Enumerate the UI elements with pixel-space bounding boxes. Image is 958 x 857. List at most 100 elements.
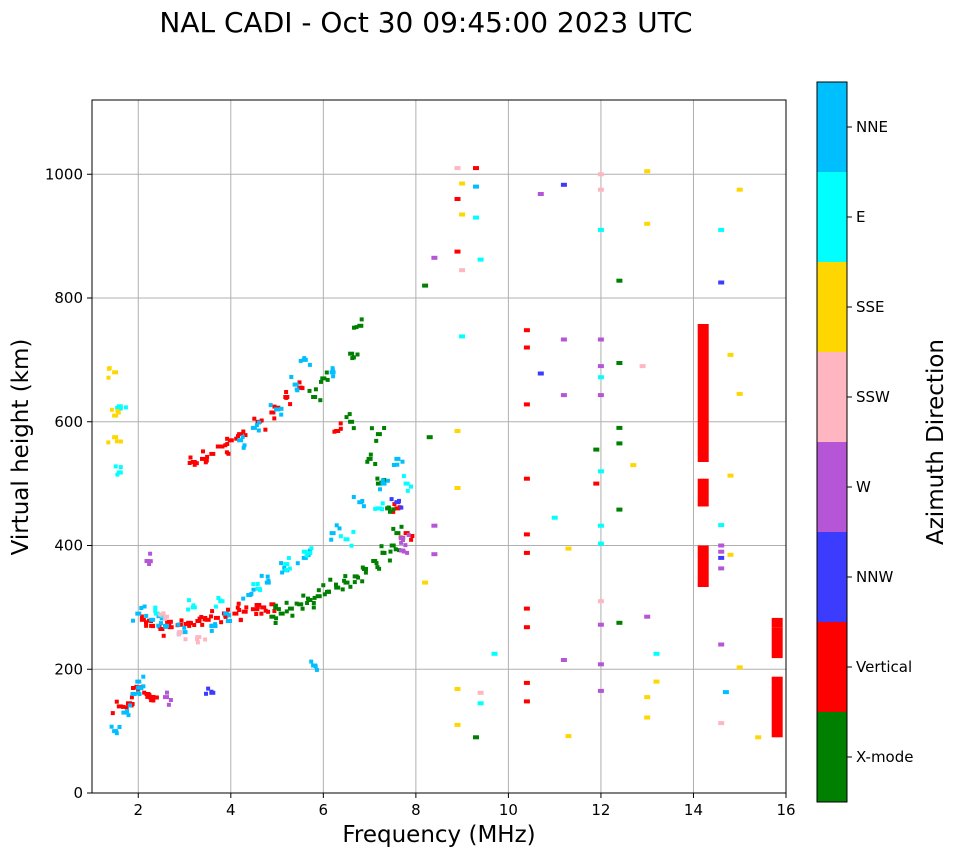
colorbar-swatch-ssw (817, 352, 847, 442)
ionogram-echo-vertical (192, 623, 197, 627)
ionogram-echo-w (405, 550, 410, 555)
ionogram-echo-nne (251, 587, 256, 592)
ionogram-echo-x-mode (348, 419, 355, 424)
ionogram-echo-vertical (142, 690, 147, 695)
ionogram-echo-nne (282, 565, 287, 570)
ionogram-echo-x-mode (388, 549, 393, 554)
ionogram-echo-w (718, 566, 725, 571)
ionogram-echo-e (308, 551, 313, 555)
ionogram-echo-x-mode (343, 580, 350, 585)
x-axis-label: Frequency (MHz) (342, 822, 535, 848)
ionogram-echo-nne (250, 425, 257, 430)
ionogram-echo-nne (126, 713, 131, 718)
colorbar-swatch-w (817, 442, 847, 532)
ionogram-echo-ssw (639, 364, 646, 369)
ionogram-echo-ssw (597, 599, 604, 604)
ionogram-echo-e (718, 227, 725, 232)
ionogram-echo-vertical (394, 506, 401, 511)
ionogram-echo-vertical (223, 614, 228, 619)
ionogram-echo-vertical (158, 627, 165, 631)
ionogram-echo-vertical (201, 449, 205, 454)
ionogram-echo-vertical (332, 429, 337, 434)
ionogram-echo-e (118, 465, 123, 470)
ionogram-echo-vertical (241, 609, 248, 614)
ionogram-echo-x-mode (616, 278, 623, 283)
ionogram-echo-vertical (334, 429, 341, 433)
ionogram-echo-e (459, 334, 466, 339)
ionogram-echo-e (409, 484, 413, 489)
ionogram-echo-nne (228, 619, 232, 623)
ionogram-echo-nne (241, 596, 246, 601)
ionogram-echo-ssw (597, 172, 604, 177)
colorbar-swatch-e (817, 172, 847, 262)
ionogram-echo-vertical (288, 402, 293, 407)
ionogram-echo-sse (459, 212, 466, 217)
ionogram-echo-w (431, 552, 438, 557)
interference-bar (771, 676, 783, 738)
ionogram-echo-x-mode (273, 621, 278, 625)
ionogram-echo-ssw (195, 640, 200, 645)
ionogram-echo-e (115, 405, 120, 410)
colorbar-swatch-sse (817, 262, 847, 352)
x-tick-label: 10 (499, 801, 518, 819)
ionogram-echo-ssw (177, 632, 181, 637)
ionogram-echo-nne (249, 591, 254, 596)
ionogram-echo-nne (209, 623, 216, 628)
ionogram-echo-vertical (194, 461, 199, 466)
ionogram-echo-vertical (225, 436, 230, 441)
ionogram-echo-x-mode (324, 370, 329, 375)
ionogram-echo-x-mode (375, 476, 380, 481)
ionogram-echo-vertical (523, 476, 530, 481)
ionogram-echo-vertical (252, 416, 257, 421)
ionogram-echo-nnw (718, 555, 725, 560)
ionogram-echo-nne (361, 504, 366, 509)
ionogram-echo-nne (378, 487, 382, 492)
ionogram-echo-w (147, 562, 152, 566)
ionogram-echo-nne (301, 555, 308, 560)
ionogram-echo-vertical (151, 624, 155, 629)
ionogram-echo-nne (128, 703, 133, 708)
ionogram-echo-w (560, 658, 567, 662)
ionogram-echo-nne (314, 667, 319, 672)
ionogram-echo-vertical (410, 534, 415, 538)
ionogram-echo-w (168, 698, 173, 702)
ionogram-echo-e (186, 607, 191, 612)
ionogram-echo-e (597, 541, 604, 546)
ionogram-echo-x-mode (616, 425, 623, 430)
ionogram-echo-e (251, 582, 256, 587)
ionogram-echo-e (191, 603, 196, 608)
ionogram-echo-nne (182, 625, 187, 630)
colorbar-label-sse: SSE (856, 298, 885, 316)
ionogram-echo-x-mode (473, 735, 479, 740)
ionogram-echo-vertical (454, 249, 461, 254)
interference-bar (697, 324, 709, 462)
ionogram-echo-w (401, 538, 405, 542)
ionogram-echo-x-mode (354, 325, 359, 330)
ionogram-echo-vertical (226, 607, 230, 612)
ionogram-echo-nnw (560, 182, 567, 187)
ionogram-echo-vertical (200, 622, 205, 627)
ionogram-echo-nne (309, 659, 314, 664)
ionogram-echo-vertical (523, 550, 530, 555)
ionogram-echo-sse (106, 375, 111, 380)
ionogram-echo-x-mode (348, 351, 355, 356)
ionogram-echo-vertical (234, 436, 239, 441)
ionogram-echo-x-mode (343, 574, 348, 579)
ionogram-echo-x-mode (278, 611, 285, 616)
ionogram-echo-vertical (260, 605, 267, 610)
ionogram-echo-e (597, 227, 604, 232)
ionogram-echo-x-mode (352, 325, 356, 330)
ionogram-echo-vertical (523, 402, 530, 407)
ionogram-echo-e (283, 562, 290, 567)
ionogram-echo-x-mode (334, 585, 341, 590)
ionogram-echo-nnw (209, 689, 214, 694)
ionogram-echo-nne (159, 616, 164, 621)
ionogram-echo-x-mode (393, 547, 398, 552)
ionogram-echo-nne (163, 624, 168, 629)
ionogram-echo-e (597, 469, 604, 474)
ionogram-echo-x-mode (351, 426, 356, 431)
ionogram-echo-x-mode (301, 593, 306, 598)
ionogram-echo-x-mode (365, 459, 370, 464)
ionogram-echo-vertical (263, 608, 268, 613)
ionogram-echo-nne (380, 478, 385, 483)
